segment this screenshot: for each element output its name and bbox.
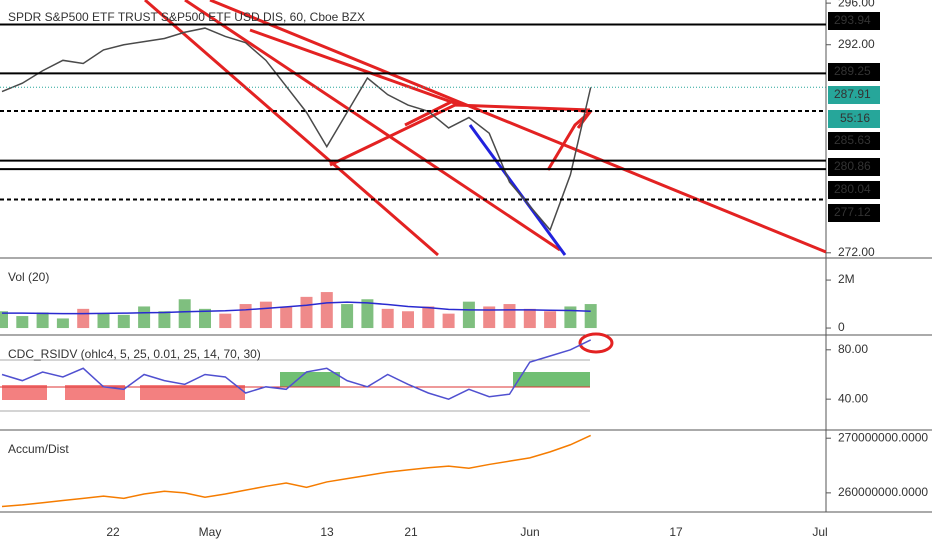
- volume-bar: [341, 304, 354, 329]
- pane-title: Vol (20): [8, 270, 49, 284]
- level-label: 289.25: [834, 64, 871, 78]
- level-label-box: [828, 63, 880, 81]
- volume-bar: [158, 311, 171, 329]
- signal-band: [280, 372, 340, 387]
- level-label-box: [828, 158, 880, 176]
- pane-title: Accum/Dist: [8, 442, 69, 456]
- series-line: [1, 434, 592, 508]
- volume-bar: [97, 313, 110, 329]
- volume-bar: [36, 312, 49, 329]
- signal-band: [65, 385, 125, 400]
- x-tick-label: Jul: [812, 525, 827, 539]
- level-label: 287.91: [834, 87, 871, 101]
- level-label: 280.86: [834, 159, 871, 173]
- volume-bar: [300, 296, 313, 329]
- y-tick-label: 292.00: [838, 37, 875, 51]
- y-tick-label: 80.00: [838, 342, 868, 356]
- volume-bar: [56, 318, 69, 329]
- level-label: 277.12: [834, 205, 871, 219]
- volume-bar: [199, 308, 211, 329]
- y-tick-label: 296.00: [838, 0, 875, 9]
- level-label-box: [828, 181, 880, 199]
- volume-bar: [259, 301, 272, 329]
- volume-bar: [280, 306, 293, 329]
- level-label-box: [828, 12, 880, 30]
- y-tick-label: 260000000.0000: [838, 485, 928, 499]
- x-tick-label: 22: [106, 525, 120, 539]
- level-label-box: [828, 86, 880, 104]
- x-tick-label: 21: [404, 525, 418, 539]
- x-tick-label: 17: [669, 525, 683, 539]
- level-label-box: [828, 132, 880, 150]
- countdown-box: [828, 110, 880, 128]
- series-line: [1, 339, 592, 400]
- volume-bar: [584, 304, 597, 329]
- volume-bar: [239, 304, 252, 329]
- volume-bar: [0, 311, 8, 329]
- volume-bar: [361, 299, 374, 329]
- volume-bar: [138, 306, 151, 329]
- y-tick-label: 0: [838, 320, 845, 334]
- level-label: 280.04: [834, 182, 871, 196]
- x-tick-label: May: [199, 525, 222, 539]
- volume-bar: [442, 313, 455, 329]
- y-tick-label: 40.00: [838, 391, 868, 405]
- volume-bar: [16, 316, 29, 329]
- signal-band: [140, 385, 245, 400]
- volume-bar: [523, 308, 536, 329]
- countdown: 55:16: [840, 111, 870, 125]
- volume-bar: [422, 306, 435, 329]
- level-label: 293.94: [834, 13, 871, 27]
- pane-title: SPDR S&P500 ETF TRUST S&P500 ETF USD DIS…: [8, 10, 365, 24]
- level-label: 285.63: [834, 133, 871, 147]
- volume-bar: [320, 292, 333, 329]
- volume-bar: [544, 311, 557, 329]
- volume-bar: [503, 304, 516, 329]
- level-label-box: [828, 204, 880, 222]
- pane-title: CDC_RSIDV (ohlc4, 5, 25, 0.01, 25, 14, 7…: [8, 347, 261, 361]
- volume-bar: [219, 313, 232, 329]
- x-tick-label: 13: [320, 525, 334, 539]
- y-tick-label: 272.00: [838, 245, 875, 259]
- blue-trendline: [468, 124, 567, 256]
- volume-bar: [117, 314, 130, 329]
- x-tick-label: Jun: [520, 525, 539, 539]
- y-tick-label: 270000000.0000: [838, 430, 928, 444]
- volume-bar: [381, 308, 394, 329]
- signal-band: [2, 385, 47, 400]
- y-tick-label: 2M: [838, 272, 855, 286]
- volume-bar: [178, 299, 191, 329]
- signal-band: [513, 372, 590, 387]
- volume-bar: [564, 306, 577, 329]
- volume-bar: [483, 306, 496, 329]
- volume-bar: [77, 308, 90, 329]
- series-line: [1, 27, 592, 232]
- volume-bar: [462, 301, 475, 329]
- volume-bar: [402, 311, 414, 329]
- series-line: [2, 301, 591, 315]
